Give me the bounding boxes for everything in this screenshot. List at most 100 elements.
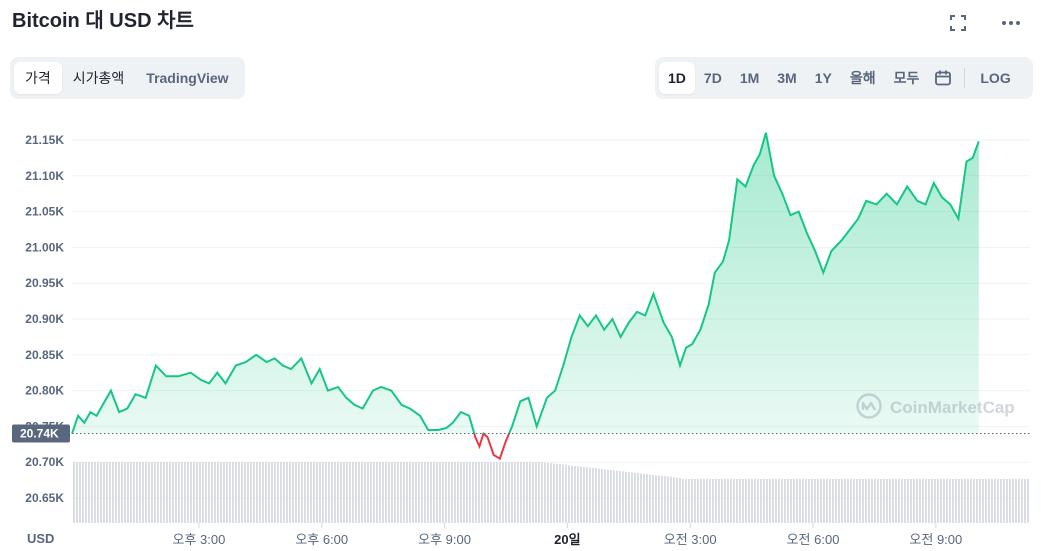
volume-bar: [475, 462, 477, 523]
price-line-down: [71, 433, 511, 461]
volume-bar: [697, 479, 699, 523]
volume-bar: [958, 479, 960, 523]
volume-bar: [901, 479, 903, 523]
volume-bar: [961, 479, 963, 523]
volume-bar: [646, 474, 648, 523]
volume-bar: [970, 479, 972, 523]
price-area: [72, 132, 979, 434]
volume-bar: [361, 462, 363, 523]
volume-bar: [838, 479, 840, 523]
volume-bar: [400, 462, 402, 523]
volume-bar: [556, 463, 558, 523]
volume-bar: [217, 462, 219, 523]
volume-bar: [340, 462, 342, 523]
volume-bar: [199, 462, 201, 523]
y-tick-label: 20.75K: [25, 419, 64, 433]
volume-bar: [886, 479, 888, 523]
log-toggle[interactable]: LOG: [980, 70, 1011, 86]
volume-bar: [274, 462, 276, 523]
calendar-icon[interactable]: [928, 62, 958, 94]
volume-bar: [622, 471, 624, 523]
volume-bar: [985, 479, 987, 523]
tab-tradingview[interactable]: TradingView: [146, 70, 229, 86]
volume-bar: [181, 462, 183, 523]
volume-bar: [346, 462, 348, 523]
volume-bar: [685, 479, 687, 523]
volume-bar: [430, 462, 432, 523]
range-ytd[interactable]: 올해: [849, 70, 876, 86]
volume-bar: [721, 479, 723, 523]
volume-bar: [271, 462, 273, 523]
volume-bar: [109, 462, 111, 523]
volume-bar: [121, 462, 123, 523]
volume-bar: [802, 479, 804, 523]
volume-bar: [937, 479, 939, 523]
volume-bar: [235, 462, 237, 523]
volume-bar: [520, 462, 522, 523]
x-tick-label: 오후 9:00: [418, 532, 471, 547]
volume-bar: [664, 476, 666, 523]
volume-bar: [679, 477, 681, 523]
volume-bar: [1021, 479, 1023, 523]
volume-bar: [319, 462, 321, 523]
volume-bar: [772, 479, 774, 523]
volume-bar: [151, 462, 153, 523]
volume-bar: [751, 479, 753, 523]
volume-bar: [814, 479, 816, 523]
volume-bar: [193, 462, 195, 523]
volume-bars: [73, 462, 1029, 523]
volume-bar: [832, 479, 834, 523]
volume-bar: [769, 479, 771, 523]
range-7d[interactable]: 7D: [703, 70, 722, 86]
volume-bar: [97, 462, 99, 523]
volume-bar: [1027, 479, 1029, 523]
volume-bar: [535, 462, 537, 523]
volume-bar: [415, 462, 417, 523]
volume-bar: [967, 479, 969, 523]
volume-bar: [991, 479, 993, 523]
volume-bar: [349, 462, 351, 523]
volume-bar: [934, 479, 936, 523]
volume-bar: [406, 462, 408, 523]
fullscreen-icon[interactable]: [947, 12, 969, 34]
x-axis-ticks: 오후 3:00 오후 6:00 오후 9:00 20일 오전 3:00 오전 6:00 오전…: [172, 523, 962, 547]
tab-market-cap[interactable]: 시가총액: [72, 70, 125, 86]
volume-bar: [766, 479, 768, 523]
coinmarketcap-logo-icon: [856, 393, 882, 419]
volume-bar: [859, 479, 861, 523]
volume-bar: [1003, 479, 1005, 523]
volume-bar: [1000, 479, 1002, 523]
volume-bar: [571, 465, 573, 523]
volume-bar: [88, 462, 90, 523]
volume-bar: [421, 462, 423, 523]
range-3m[interactable]: 3M: [777, 70, 797, 86]
volume-bar: [649, 474, 651, 523]
more-icon[interactable]: [1000, 12, 1022, 34]
range-1y[interactable]: 1Y: [814, 70, 832, 86]
volume-bar: [631, 472, 633, 523]
volume-bar: [76, 462, 78, 523]
volume-bar: [559, 464, 561, 523]
volume-bar: [874, 479, 876, 523]
volume-bar: [367, 462, 369, 523]
volume-bar: [532, 462, 534, 523]
reference-price-label: 20.74K: [20, 427, 59, 441]
volume-bar: [148, 462, 150, 523]
volume-bar: [763, 479, 765, 523]
range-all[interactable]: 모두: [893, 70, 920, 86]
range-1m[interactable]: 1M: [739, 70, 760, 86]
volume-bar: [490, 462, 492, 523]
volume-bar: [298, 462, 300, 523]
range-1d[interactable]: 1D: [659, 62, 695, 94]
page-title: Bitcoin 대 USD 차트: [12, 10, 194, 32]
volume-bar: [595, 468, 597, 523]
volume-bar: [775, 479, 777, 523]
volume-bar: [562, 464, 564, 523]
x-tick-label: 오후 6:00: [295, 532, 348, 547]
volume-bar: [292, 462, 294, 523]
volume-bar: [283, 462, 285, 523]
volume-bar: [655, 475, 657, 523]
volume-bar: [841, 479, 843, 523]
volume-bar: [703, 479, 705, 523]
tab-price[interactable]: 가격: [14, 62, 62, 94]
